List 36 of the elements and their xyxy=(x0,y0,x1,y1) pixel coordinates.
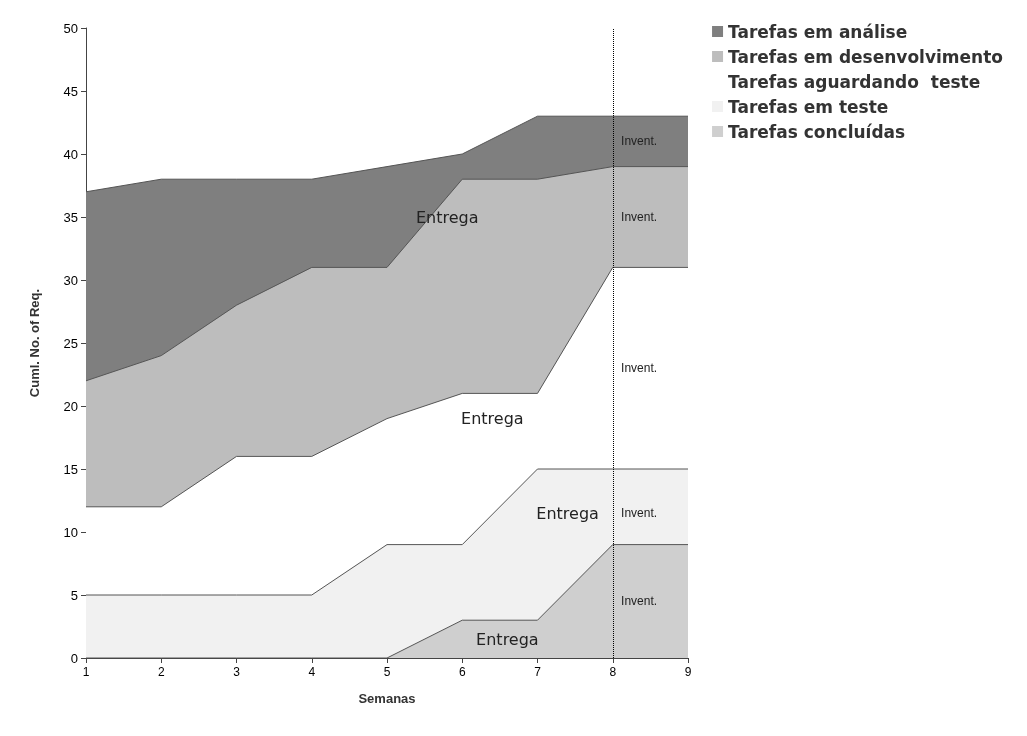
x-tick-label: 2 xyxy=(157,665,165,679)
annotation: Invent. xyxy=(621,361,658,376)
x-tick-label: 9 xyxy=(684,665,692,679)
y-tick-label: 10 xyxy=(63,524,78,540)
y-tick-label: 50 xyxy=(63,20,78,36)
annotation: Entrega xyxy=(536,503,599,523)
y-tick-label: 30 xyxy=(63,272,78,288)
annotation: Entrega xyxy=(461,409,524,429)
x-tick-label: 3 xyxy=(233,665,241,679)
annotation: Invent. xyxy=(621,134,658,149)
x-tick-label: 1 xyxy=(82,665,90,679)
x-tick-label: 7 xyxy=(534,665,542,679)
annotation: Entrega xyxy=(415,207,479,227)
x-axis-title: Semanas xyxy=(358,691,416,706)
y-axis-title: Cuml. No. of Req. xyxy=(27,288,42,398)
y-tick-label: 40 xyxy=(63,146,78,162)
annotation: Invent. xyxy=(621,506,658,521)
legend-label: Tarefas em análise xyxy=(728,21,908,42)
text: Tarefas aguardando teste xyxy=(728,71,981,92)
legend-label: Tarefas em desenvolvimento xyxy=(728,46,1004,67)
y-tick-label: 20 xyxy=(63,398,78,414)
y-tick-label: 0 xyxy=(70,650,78,666)
y-tick-label: 5 xyxy=(70,587,78,603)
x-tick-label: 8 xyxy=(609,665,617,679)
y-tick-label: 35 xyxy=(63,209,78,225)
annotation: Entrega xyxy=(476,629,539,649)
legend-label: Tarefas em teste xyxy=(728,96,889,117)
y-tick-label: 15 xyxy=(63,461,78,477)
y-tick-label: 45 xyxy=(63,83,78,99)
x-tick-label: 5 xyxy=(383,665,391,679)
x-tick-label: 4 xyxy=(308,665,316,679)
legend-label: Tarefas concluídas xyxy=(728,121,906,142)
annotation: Invent. xyxy=(621,210,658,224)
x-tick-label: 6 xyxy=(458,665,466,679)
y-tick-label: 25 xyxy=(63,335,78,351)
annotation: Invent. xyxy=(621,594,658,609)
